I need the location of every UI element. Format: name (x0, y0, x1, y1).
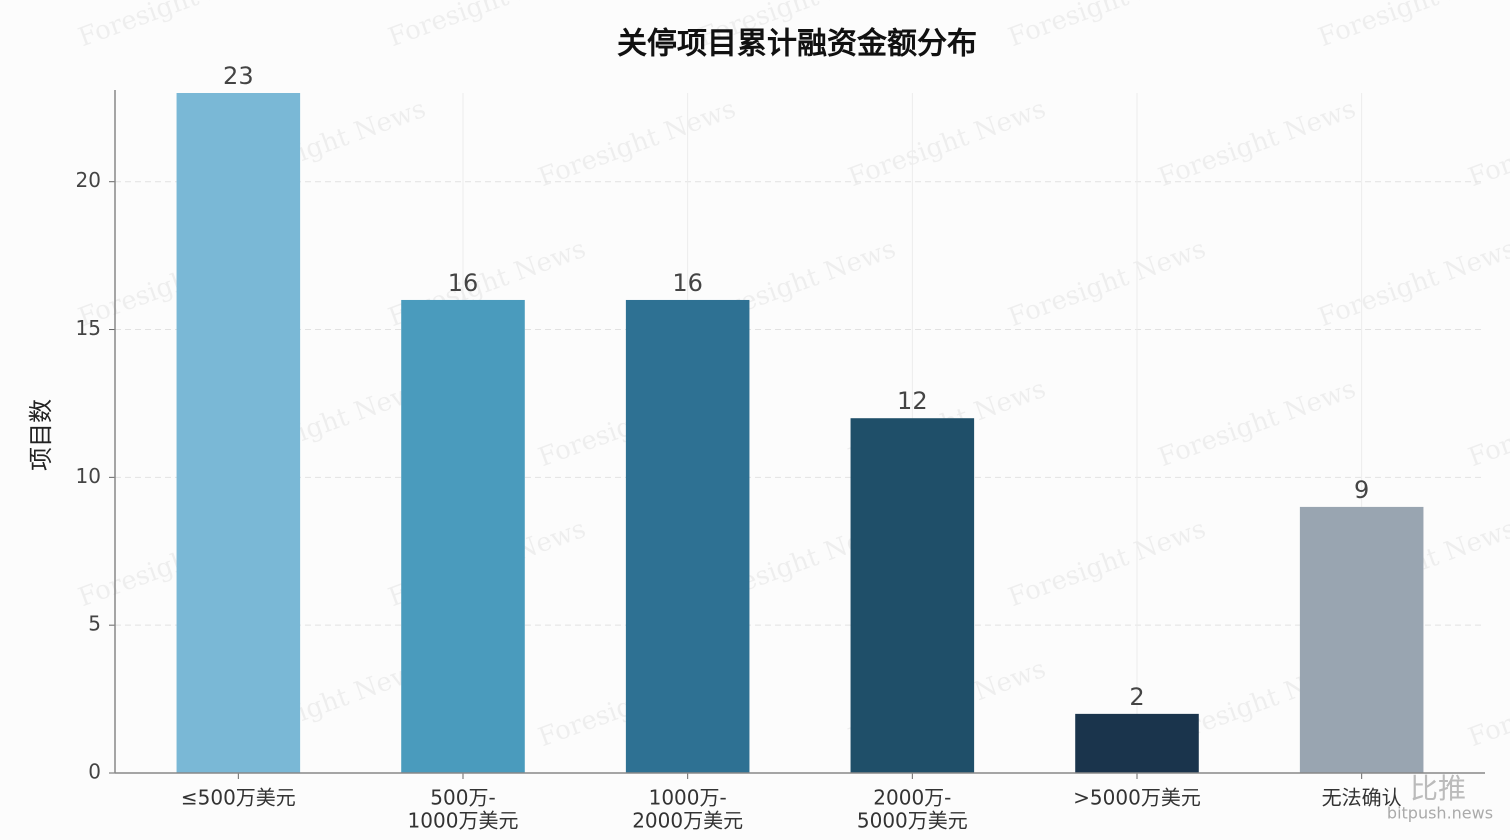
x-tick-label: 5000万美元 (857, 809, 968, 833)
chart-title: 关停项目累计融资金额分布 (617, 27, 977, 62)
bar (1075, 713, 1199, 773)
y-tick-label: 10 (76, 464, 101, 488)
value-label: 23 (223, 62, 254, 90)
y-tick-label: 20 (76, 168, 101, 192)
y-tick-label: 15 (76, 316, 101, 340)
x-tick-label: ≤500万美元 (181, 786, 296, 810)
x-tick-label: 无法确认 (1322, 786, 1402, 810)
y-tick-label: 5 (88, 612, 101, 636)
bar (176, 93, 301, 773)
value-label: 9 (1354, 476, 1369, 504)
bar (401, 299, 525, 773)
value-label: 16 (672, 269, 703, 297)
bar (625, 299, 750, 773)
watermark-url: bitpush.news (1387, 804, 1493, 823)
x-tick-label: 500万- (430, 786, 495, 810)
value-label: 2 (1129, 683, 1144, 711)
x-tick-label: 1000万美元 (408, 809, 519, 833)
x-tick-label: 1000万- (649, 786, 727, 810)
watermark-logo: 比推 (1410, 772, 1466, 805)
y-tick-label: 0 (88, 760, 101, 784)
x-tick-label: >5000万美元 (1073, 786, 1201, 810)
y-axis-label: 项目数 (27, 399, 55, 471)
x-tick-label: 2000万- (873, 786, 951, 810)
x-tick-label: 2000万美元 (632, 809, 743, 833)
plot-area: 0510152023≤500万美元16500万-1000万美元161000万-2… (76, 62, 1485, 833)
bar (1299, 506, 1424, 773)
value-label: 12 (897, 387, 928, 415)
bar (850, 418, 975, 773)
value-label: 16 (448, 269, 479, 297)
